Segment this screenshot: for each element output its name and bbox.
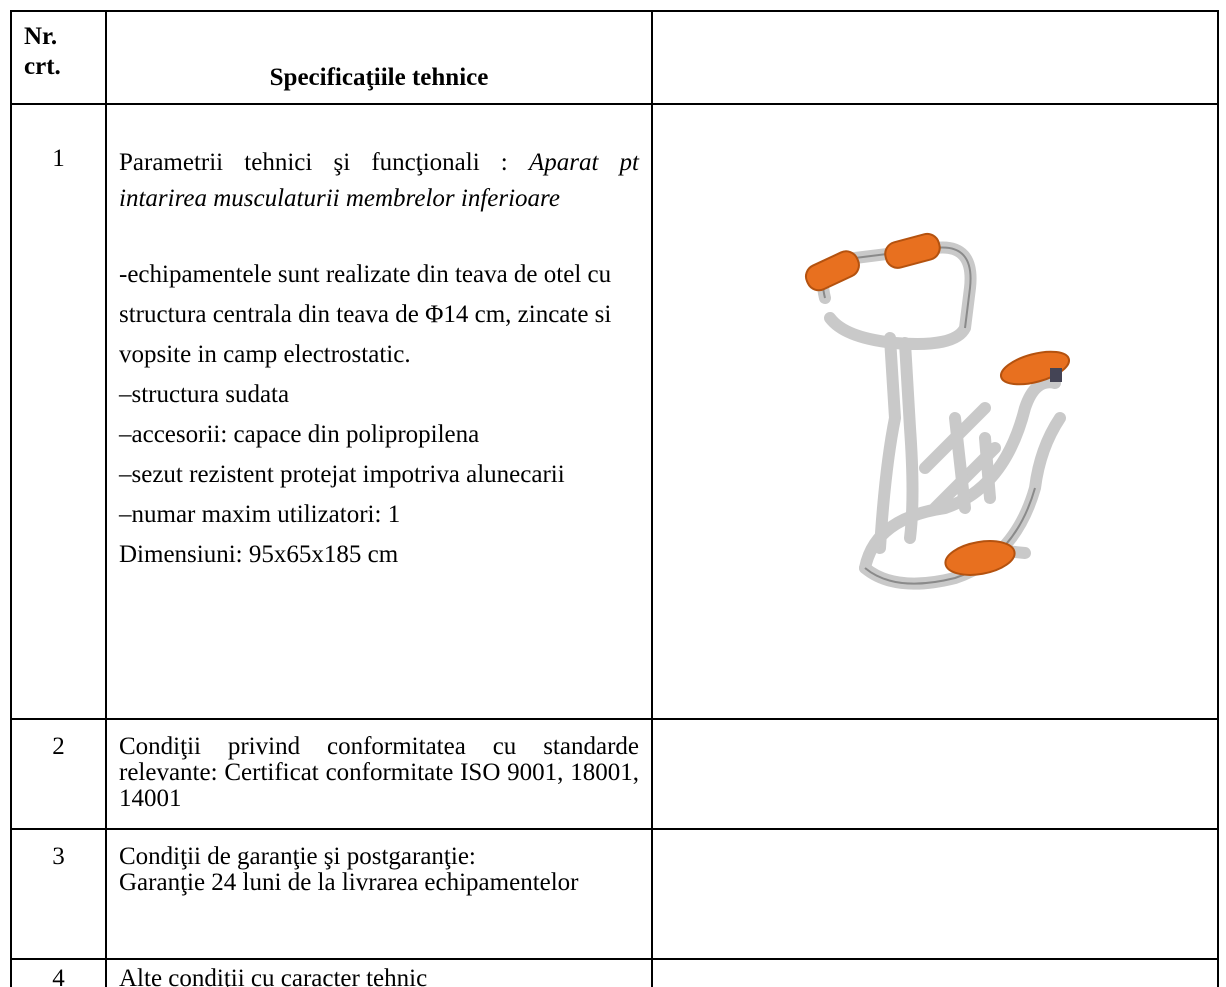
details: -echipamentele sunt realizate din teava … xyxy=(119,255,639,575)
header-row: Nr. crt. Specificaţiile tehnice xyxy=(10,10,1219,105)
empty-cell xyxy=(651,958,1219,987)
row-number: 3 xyxy=(10,828,107,960)
empty-cell xyxy=(651,828,1219,960)
row: 2 Condiţii privind conformitatea cu stan… xyxy=(10,718,1219,830)
bolt xyxy=(1050,368,1062,382)
row-spec: Condiţii privind conformitatea cu standa… xyxy=(105,718,653,830)
header-empty xyxy=(651,10,1219,105)
row-number: 1 xyxy=(10,103,107,720)
row: 3 Condiţii de garanţie şi postgaranţie: … xyxy=(10,828,1219,960)
spec-table: Nr. crt. Specificaţiile tehnice 1 Parame… xyxy=(10,10,1219,987)
detail: –accesorii: capace din polipropilena xyxy=(119,421,480,448)
spec-line: Condiţii de garanţie şi postgaranţie: xyxy=(119,843,476,870)
spec-line: Garanţie 24 luni de la livrarea echipame… xyxy=(119,869,579,896)
header-title: Specificaţiile tehnice xyxy=(105,10,653,105)
header-number-line: crt. xyxy=(24,53,61,80)
header-number-line: Nr. xyxy=(24,23,58,50)
spec-line: Alte condiţii cu caracter tehnic xyxy=(119,965,428,987)
row-spec: Condiţii de garanţie şi postgaranţie: Ga… xyxy=(105,828,653,960)
equipment-image xyxy=(804,232,1071,590)
row: 4 Alte condiţii cu caracter tehnic xyxy=(10,958,1219,987)
image-cell xyxy=(651,103,1219,720)
detail: -echipamentele sunt realizate din teava … xyxy=(119,261,612,368)
row-number: 2 xyxy=(10,718,107,830)
row-spec: Parametrii tehnici şi funcţionali : Apar… xyxy=(105,103,653,720)
header-number: Nr. crt. xyxy=(10,10,107,105)
detail: –sezut rezistent protejat impotriva alun… xyxy=(119,461,565,488)
label-italic: Aparat pt intarirea musculaturii membrel… xyxy=(119,149,639,212)
empty-cell xyxy=(651,718,1219,830)
row-spec: Alte condiţii cu caracter tehnic xyxy=(105,958,653,987)
detail: –structura sudata xyxy=(119,381,290,408)
intro: Parametrii tehnici şi funcţionali : Apar… xyxy=(119,145,639,217)
row-number: 4 xyxy=(10,958,107,987)
row: 1 Parametrii tehnici şi funcţionali : Ap… xyxy=(10,103,1219,720)
label: Parametrii tehnici şi funcţionali : xyxy=(119,149,508,176)
detail: Dimensiuni: 95x65x185 cm xyxy=(119,541,399,568)
detail: –numar maxim utilizatori: 1 xyxy=(119,501,401,528)
spec-line: Condiţii privind conformitatea cu standa… xyxy=(119,733,639,812)
